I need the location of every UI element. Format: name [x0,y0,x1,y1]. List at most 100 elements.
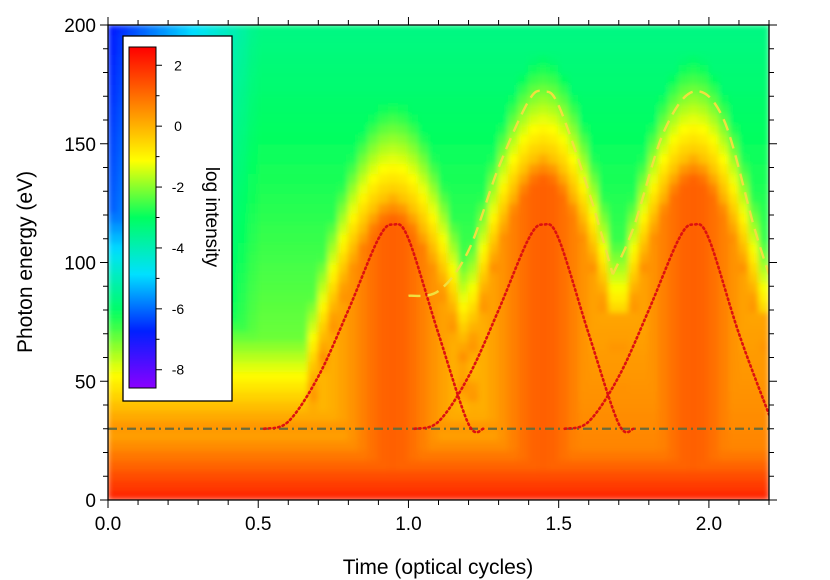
heatmap-cell [728,420,740,432]
heatmap-cell [407,440,419,452]
heatmap-cell [177,440,189,452]
heatmap-cell [427,54,439,66]
heatmap-cell [207,410,219,422]
heatmap-cell [558,351,570,362]
heatmap-cell [658,489,670,500]
heatmap-cell [397,321,409,333]
heatmap-cell [748,450,760,461]
heatmap-cell [648,54,660,66]
heatmap-cell [307,133,319,145]
heatmap-cell [488,232,500,244]
heatmap-cell [137,479,149,491]
heatmap-cell [558,93,570,105]
heatmap-cell [548,301,560,313]
heatmap-cell [327,153,339,165]
heatmap-cell [668,143,680,155]
heatmap-cell [387,301,399,313]
heatmap-cell [307,430,319,442]
heatmap-cell [738,360,750,372]
heatmap-cell [448,202,460,214]
heatmap-cell [638,380,650,392]
heatmap-cell [608,489,620,500]
heatmap-cell [397,192,409,204]
heatmap-cell [317,163,329,174]
heatmap-cell [738,252,750,263]
heatmap-cell [347,212,359,224]
heatmap-cell [518,410,530,422]
heatmap-cell [608,83,620,95]
heatmap-cell [588,459,600,471]
heatmap-cell [438,450,450,461]
heatmap-cell [317,351,329,362]
heatmap-cell [438,172,450,184]
heatmap-cell [397,380,409,392]
heatmap-cell [407,271,419,283]
heatmap-cell [417,370,429,382]
heatmap-cell [758,103,769,115]
heatmap-cell [608,54,620,66]
heatmap-cell [397,360,409,372]
heatmap-cell [628,262,640,273]
heatmap-cell [558,331,570,343]
heatmap-cell [708,459,720,471]
heatmap-cell [668,192,680,204]
heatmap-cell [438,133,450,145]
heatmap-cell [468,153,480,165]
heatmap-cell [157,489,169,500]
heatmap-cell [108,430,119,442]
heatmap-cell [427,103,439,115]
heatmap-cell [698,410,710,422]
heatmap-cell [588,143,600,155]
heatmap-cell [588,25,600,36]
heatmap-cell [538,54,550,66]
heatmap-cell [267,93,279,105]
heatmap-cell [247,321,259,333]
heatmap-cell [668,281,680,293]
heatmap-cell [708,321,720,333]
heatmap-cell [518,301,530,313]
heatmap-cell [558,64,570,75]
colorbar-tick-label: -8 [172,362,185,378]
heatmap-cell [568,93,580,105]
heatmap-cell [728,232,740,244]
heatmap-cell [478,222,490,234]
heatmap-cell [387,351,399,362]
heatmap-cell [758,54,769,66]
heatmap-cell [738,83,750,95]
heatmap-cell [438,64,450,75]
heatmap-cell [468,301,480,313]
heatmap-cell [568,64,580,75]
heatmap-cell [588,252,600,263]
heatmap-cell [367,44,379,56]
heatmap-cell [427,153,439,165]
heatmap-cell [718,341,730,353]
heatmap-cell [227,380,239,392]
heatmap-cell [108,25,119,36]
heatmap-cell [357,380,369,392]
heatmap-cell [397,311,409,323]
heatmap-cell [628,252,640,263]
heatmap-cell [638,489,650,500]
heatmap-cell [307,450,319,461]
heatmap-cell [317,380,329,392]
heatmap-cell [407,311,419,323]
heatmap-cell [438,351,450,362]
heatmap-cell [147,459,159,471]
heatmap-cell [528,252,540,263]
heatmap-cell [167,440,179,452]
heatmap-cell [608,311,620,323]
heatmap-cell [307,341,319,353]
heatmap-cell [387,232,399,244]
heatmap-cell [678,212,690,224]
heatmap-cell [367,321,379,333]
heatmap-cell [448,410,460,422]
heatmap-cell [287,93,299,105]
heatmap-cell [397,450,409,461]
heatmap-cell [157,400,169,412]
heatmap-cell [648,113,660,125]
heatmap-cell [628,301,640,313]
heatmap-cell [377,450,389,461]
dotted-curve-3 [563,222,769,431]
heatmap-cell [438,281,450,293]
heatmap-cell [357,291,369,303]
